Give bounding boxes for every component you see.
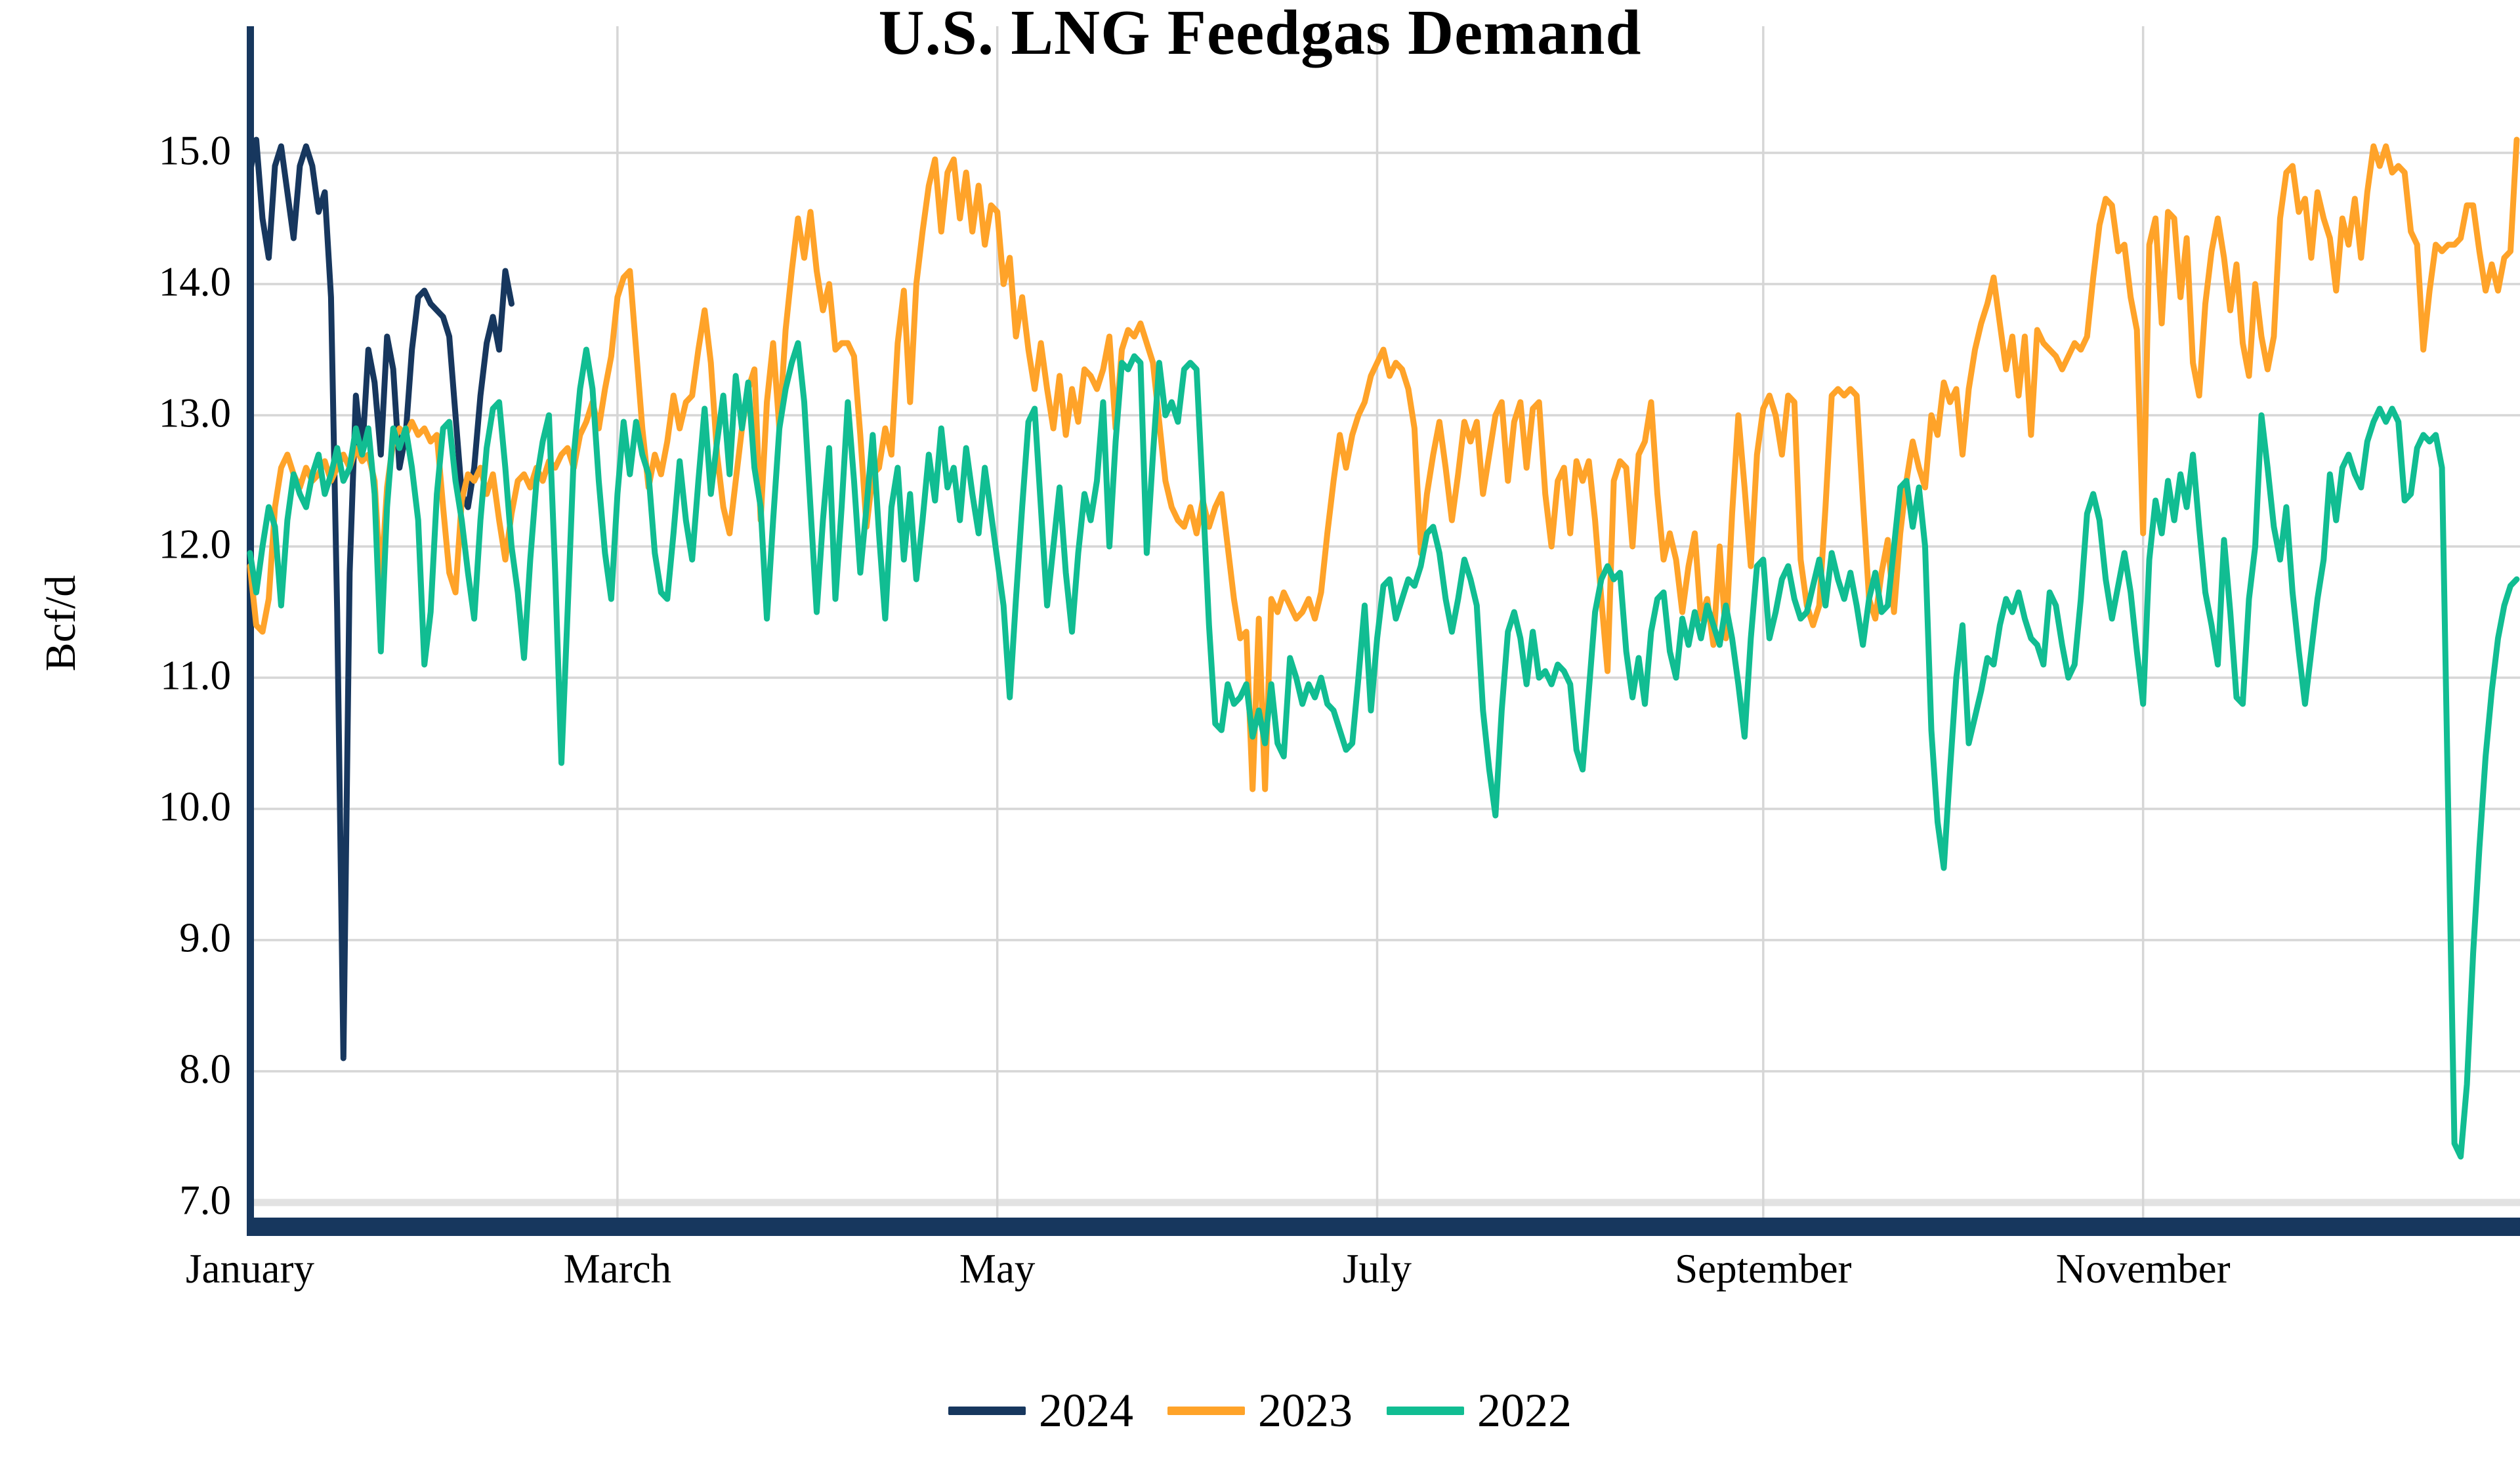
x-tick-label-may: May <box>959 1246 1036 1292</box>
x-tick-label-march: March <box>563 1246 672 1292</box>
x-tick-label-september: September <box>1675 1246 1852 1292</box>
chart-title: U.S. LNG Feedgas Demand <box>878 0 1642 68</box>
y-tick-label-8.0: 8.0 <box>179 1046 231 1092</box>
x-axis-spine <box>247 1218 2520 1236</box>
y-tick-label-9.0: 9.0 <box>179 915 231 961</box>
line-series-2024 <box>247 136 514 1061</box>
legend-item-2024: 2024 <box>948 1380 1133 1441</box>
y-tick-label-13.0: 13.0 <box>158 390 231 436</box>
line-series-2022 <box>247 340 2520 1160</box>
y-tick-label-10.0: 10.0 <box>158 783 231 830</box>
x-tick-label-november: November <box>2055 1246 2231 1292</box>
y-tick-label-15.0: 15.0 <box>158 127 231 174</box>
x-tick-label-january: January <box>186 1246 314 1292</box>
legend-line-swatch-2022 <box>1387 1406 1464 1415</box>
legend-line-swatch-2024 <box>948 1406 1026 1415</box>
legend-item-2022: 2022 <box>1387 1380 1572 1441</box>
legend-line-swatch-2023 <box>1167 1406 1245 1415</box>
legend-label-2024: 2024 <box>1039 1384 1133 1437</box>
line-series-2023 <box>247 136 2520 792</box>
y-tick-label-12.0: 12.0 <box>158 521 231 567</box>
y-tick-label-7.0: 7.0 <box>179 1177 231 1223</box>
legend: 2024 2023 2022 <box>0 1380 2520 1441</box>
legend-label-2023: 2023 <box>1258 1384 1353 1437</box>
y-tick-label-14.0: 14.0 <box>158 258 231 305</box>
x-tick-label-july: July <box>1342 1246 1412 1292</box>
y-tick-label-11.0: 11.0 <box>160 652 231 699</box>
y-axis-spine <box>247 26 254 1236</box>
legend-label-2022: 2022 <box>1477 1384 1572 1437</box>
legend-item-2023: 2023 <box>1167 1380 1353 1441</box>
